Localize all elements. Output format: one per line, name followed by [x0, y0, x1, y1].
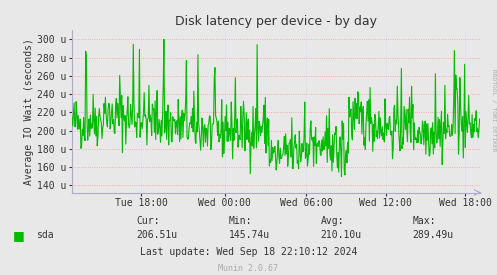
Text: 210.10u: 210.10u — [321, 230, 362, 240]
Text: RRDTOOL / TOBI OETIKER: RRDTOOL / TOBI OETIKER — [491, 69, 496, 151]
Text: 289.49u: 289.49u — [413, 230, 454, 240]
Text: ■: ■ — [12, 229, 24, 242]
Text: 206.51u: 206.51u — [137, 230, 178, 240]
Y-axis label: Average IO Wait (seconds): Average IO Wait (seconds) — [24, 38, 34, 185]
Text: Max:: Max: — [413, 216, 436, 226]
Text: 145.74u: 145.74u — [229, 230, 270, 240]
Title: Disk latency per device - by day: Disk latency per device - by day — [175, 15, 377, 28]
Text: Munin 2.0.67: Munin 2.0.67 — [219, 264, 278, 273]
Text: Cur:: Cur: — [137, 216, 160, 226]
Text: Last update: Wed Sep 18 22:10:12 2024: Last update: Wed Sep 18 22:10:12 2024 — [140, 247, 357, 257]
Text: Avg:: Avg: — [321, 216, 344, 226]
Text: Min:: Min: — [229, 216, 252, 226]
Text: sda: sda — [36, 230, 53, 240]
